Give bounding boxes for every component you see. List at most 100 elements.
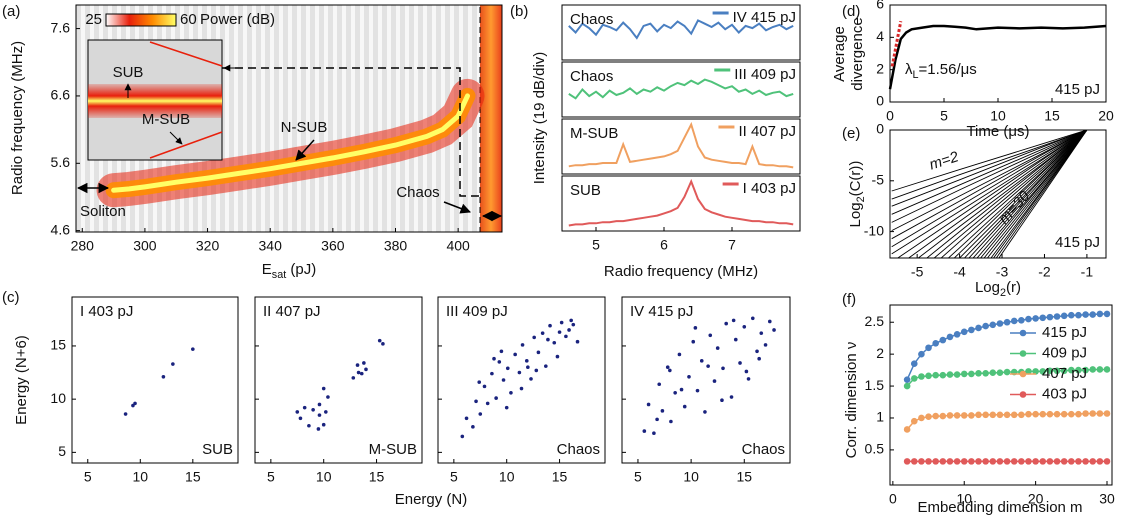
legend-marker xyxy=(1019,329,1027,337)
annotation: SUB xyxy=(113,64,144,81)
x-tick-label: 5 xyxy=(634,469,642,485)
y-tick-label: 2 xyxy=(876,345,884,361)
point xyxy=(474,399,478,404)
point xyxy=(324,410,328,414)
legend-label: 409 pJ xyxy=(1042,344,1087,361)
point xyxy=(536,350,541,355)
legend-label: 407 pJ xyxy=(1042,365,1087,382)
marker xyxy=(953,412,961,419)
y-tick-label: 0 xyxy=(876,121,884,137)
marker xyxy=(925,413,932,421)
ridge xyxy=(111,93,470,193)
correlation-line xyxy=(891,130,1088,240)
point xyxy=(687,375,691,379)
marker xyxy=(1039,410,1047,418)
point xyxy=(307,423,311,428)
marker xyxy=(960,458,968,465)
point xyxy=(559,320,564,325)
y-tick-label: 4 xyxy=(876,28,884,44)
y-tick-label: 0 xyxy=(876,93,884,109)
marker xyxy=(1068,311,1075,319)
point xyxy=(555,354,560,359)
point xyxy=(302,405,307,410)
x-axis-label-subscript: sat xyxy=(272,269,286,281)
marker xyxy=(968,370,975,378)
marker xyxy=(982,411,989,419)
curve xyxy=(888,24,1107,90)
marker xyxy=(975,411,982,419)
point xyxy=(660,409,665,413)
point xyxy=(733,337,738,342)
inset-sideband xyxy=(149,131,223,159)
x-tick-label: 15 xyxy=(185,469,201,485)
arrow xyxy=(443,201,471,214)
point xyxy=(699,359,704,363)
point xyxy=(548,323,552,328)
marker xyxy=(939,336,947,344)
x-tick-label: 0 xyxy=(886,108,894,124)
note: 415 pJ xyxy=(1055,81,1100,98)
point xyxy=(738,361,742,365)
marker xyxy=(1082,366,1089,374)
plot-frame xyxy=(561,61,801,118)
point xyxy=(691,339,696,344)
point xyxy=(326,395,330,399)
marker xyxy=(1096,410,1104,417)
correlation-line xyxy=(980,130,1088,258)
y-tick-label: 10 xyxy=(50,390,66,406)
point xyxy=(351,376,356,380)
marker xyxy=(918,350,925,358)
marker xyxy=(1046,367,1054,375)
x-tick-label: 10 xyxy=(956,491,972,507)
marker xyxy=(903,458,911,465)
point xyxy=(657,382,662,387)
marker xyxy=(1068,410,1075,418)
x-tick-label: 5 xyxy=(84,469,92,485)
point xyxy=(494,396,498,400)
point xyxy=(161,375,166,379)
x-tick-label: -4 xyxy=(953,264,966,280)
x-axis-label: Radio frequency (MHz) xyxy=(604,263,758,280)
point xyxy=(695,388,700,393)
y-tick-label: 5.6 xyxy=(51,154,71,170)
annotation: M-SUB xyxy=(142,111,190,128)
marker xyxy=(1018,317,1025,324)
y-tick-label: 0.5 xyxy=(865,441,885,457)
regime-label: M-SUB xyxy=(369,441,417,458)
x-tick-label: 20 xyxy=(1098,108,1114,124)
x-tick-label: 280 xyxy=(71,238,95,254)
legend-label: I 403 pJ xyxy=(743,180,796,197)
colorbar-tick: 25 xyxy=(85,11,102,28)
correlation-line xyxy=(968,130,1088,258)
marker xyxy=(918,414,925,422)
marker xyxy=(1103,410,1111,417)
marker xyxy=(1003,411,1011,419)
x-axis-label: Energy (N) xyxy=(395,491,468,508)
x-tick-label: 15 xyxy=(1044,108,1060,124)
correlation-line xyxy=(998,130,1088,258)
x-tick-label: 30 xyxy=(1099,491,1115,507)
correlation-line xyxy=(891,130,1088,200)
point xyxy=(557,330,562,334)
marker xyxy=(910,417,918,425)
x-tick-label: 10 xyxy=(316,469,332,485)
spectrum xyxy=(568,78,794,100)
plot-frame xyxy=(561,118,801,175)
colorbar-tick: 60 xyxy=(180,11,197,28)
fit-label-subscript: L xyxy=(913,69,919,81)
regime-label: Chaos xyxy=(742,441,785,458)
point xyxy=(763,343,768,347)
point xyxy=(517,370,522,375)
correlation-line xyxy=(891,130,1088,232)
panel-label: (e) xyxy=(842,125,860,142)
marker xyxy=(1068,366,1075,374)
marker xyxy=(910,458,918,465)
point xyxy=(564,334,568,339)
point xyxy=(673,390,677,395)
annotation: Soliton xyxy=(80,203,126,220)
legend-label: IV 415 pJ xyxy=(733,9,796,26)
panel-label: (f) xyxy=(842,291,856,308)
marker xyxy=(989,458,997,465)
point xyxy=(757,356,761,361)
correlation-line xyxy=(983,130,1088,258)
